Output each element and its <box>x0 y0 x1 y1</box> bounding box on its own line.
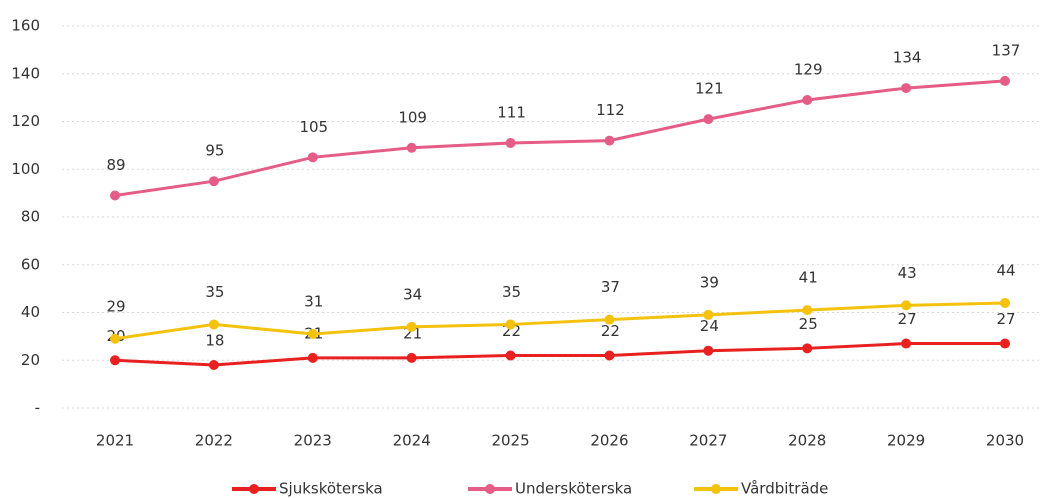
data-label: 137 <box>992 41 1021 59</box>
data-label: 27 <box>996 310 1015 328</box>
x-tick-label: 2023 <box>294 432 332 450</box>
x-tick-label: 2029 <box>887 432 925 450</box>
point <box>307 352 318 363</box>
point <box>703 309 714 320</box>
data-label: 18 <box>205 332 224 350</box>
y-tick-label: 160 <box>11 17 40 35</box>
legend-label: Sjuksköterska <box>279 480 383 498</box>
point <box>505 319 516 330</box>
point <box>802 95 813 106</box>
point <box>110 190 120 201</box>
y-tick-label: 140 <box>11 64 40 82</box>
point <box>307 328 318 339</box>
y-tick-label: 60 <box>21 255 40 273</box>
data-label: 109 <box>398 108 427 126</box>
x-tick-label: 2030 <box>986 432 1024 450</box>
legend-swatch <box>249 484 259 494</box>
point <box>1000 75 1010 86</box>
y-tick-label: - <box>35 399 40 417</box>
line <box>114 301 1006 341</box>
data-label: 129 <box>794 61 823 79</box>
point <box>802 305 813 316</box>
data-label: 34 <box>403 285 422 303</box>
y-tick-label: 20 <box>21 351 40 369</box>
point <box>703 114 714 125</box>
data-label: 35 <box>205 283 224 301</box>
point <box>1000 297 1010 308</box>
data-label: 89 <box>106 156 125 174</box>
data-label: 111 <box>497 103 526 121</box>
point <box>307 152 318 163</box>
data-label: 37 <box>601 278 620 296</box>
data-label: 121 <box>695 80 724 98</box>
x-tick-label: 2021 <box>96 432 134 450</box>
legend-label: Undersköterska <box>515 480 632 498</box>
data-label: 29 <box>106 297 125 315</box>
point <box>604 135 615 146</box>
point <box>901 300 912 311</box>
y-tick-label: 120 <box>11 112 40 130</box>
point <box>1000 338 1010 349</box>
point <box>505 350 516 361</box>
data-label: 44 <box>996 261 1015 279</box>
data-label: 95 <box>205 142 224 160</box>
data-label: 35 <box>502 283 521 301</box>
x-tick-label: 2025 <box>491 432 529 450</box>
y-tick-label: 40 <box>21 303 40 321</box>
point <box>901 83 912 94</box>
point <box>110 333 120 344</box>
data-label: 134 <box>893 49 922 67</box>
data-label: 27 <box>898 310 917 328</box>
data-label: 25 <box>799 315 818 333</box>
data-label: 22 <box>601 322 620 340</box>
point <box>208 319 219 330</box>
point <box>208 360 219 371</box>
point <box>110 355 120 366</box>
point <box>406 142 417 153</box>
x-tick-label: 2028 <box>788 432 826 450</box>
line <box>114 342 1005 367</box>
data-label: 105 <box>299 118 328 136</box>
point <box>802 343 813 354</box>
legend-label: Vårdbiträde <box>741 480 828 498</box>
x-tick-label: 2024 <box>393 432 431 450</box>
data-label: 41 <box>799 269 818 287</box>
data-label: 31 <box>304 292 323 310</box>
data-label: 39 <box>700 273 719 291</box>
point <box>505 137 516 148</box>
legend-swatch <box>485 484 495 494</box>
x-tick-label: 2022 <box>195 432 233 450</box>
point <box>703 345 714 356</box>
line <box>114 79 1006 197</box>
y-tick-label: 80 <box>21 208 40 226</box>
y-tick-label: 100 <box>11 160 40 178</box>
legend-swatch <box>711 484 721 494</box>
x-tick-label: 2026 <box>590 432 628 450</box>
data-label: 112 <box>596 101 625 119</box>
data-label: 24 <box>700 317 719 335</box>
point <box>406 352 417 363</box>
point <box>901 338 912 349</box>
point <box>604 350 615 361</box>
point <box>604 314 615 325</box>
point <box>208 176 219 187</box>
x-tick-label: 2027 <box>689 432 727 450</box>
point <box>406 321 417 332</box>
data-label: 43 <box>898 264 917 282</box>
